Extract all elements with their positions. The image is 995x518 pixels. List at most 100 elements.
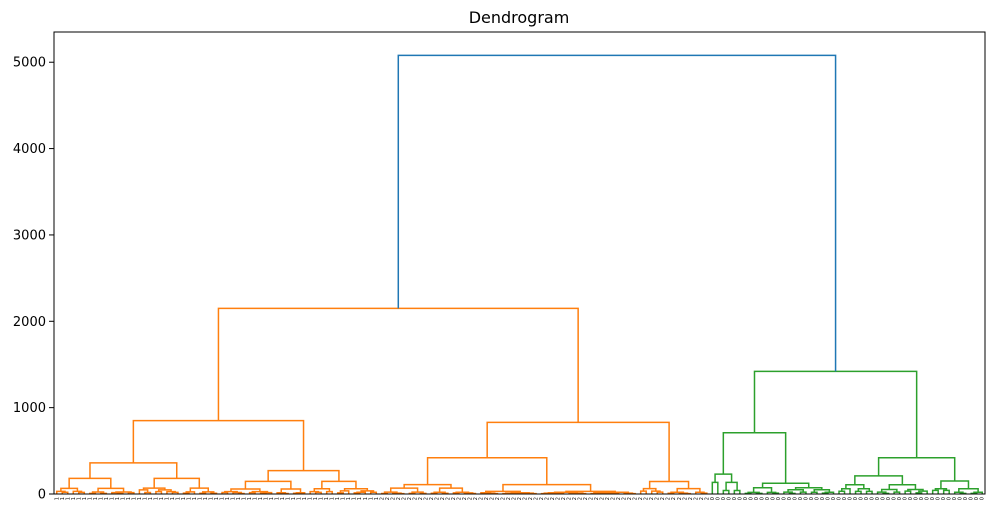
leaf-label: 1: [308, 497, 314, 500]
dendrogram-link-35: [262, 491, 273, 494]
leaf-label: 2: [671, 497, 677, 500]
leaf-label: 2: [478, 497, 484, 500]
leaf-label: 0: [754, 497, 760, 500]
leaf-label: 0: [969, 497, 975, 500]
leaf-label: 1: [214, 497, 220, 500]
leaf-label: 1: [220, 497, 226, 500]
dendrogram-link-10: [127, 491, 135, 494]
leaf-label: 2: [677, 497, 683, 500]
y-tick-label: 0: [38, 488, 46, 503]
leaf-label: 1: [346, 497, 352, 500]
leaf-label: 1: [264, 497, 270, 500]
leaf-label: 2: [440, 497, 446, 500]
leaf-label: 2: [627, 497, 633, 500]
leaf-label: 2: [545, 497, 551, 500]
leaf-label: 1: [242, 497, 248, 500]
dendrogram-link-130: [783, 491, 793, 494]
leaf-label: 0: [925, 497, 931, 500]
dendrogram-link-164: [940, 480, 970, 489]
dendrogram-link-132: [787, 489, 804, 493]
leaf-label: 0: [721, 497, 727, 500]
leaf-label: 2: [660, 497, 666, 500]
leaf-label: 2: [467, 497, 473, 500]
leaf-label: 1: [286, 497, 292, 500]
y-tick-label: 2000: [13, 315, 46, 330]
dendrogram-link-55: [321, 480, 357, 489]
leaf-label: 2: [489, 497, 495, 500]
leaf-label: 2: [418, 497, 424, 500]
dendrogram-link-15: [138, 489, 149, 494]
leaf-label: 0: [726, 497, 732, 500]
leaf-label: 2: [385, 497, 391, 500]
dendrogram-link-114: [676, 487, 701, 493]
leaf-label: 1: [225, 497, 231, 500]
leaf-label: 0: [947, 497, 953, 500]
leaf-label: 1: [76, 497, 82, 500]
leaf-label: 2: [567, 497, 573, 500]
leaf-label: 0: [903, 497, 909, 500]
leaf-label: 1: [186, 497, 192, 500]
leaf-label: 2: [523, 497, 529, 500]
leaf-label: 0: [859, 497, 865, 500]
leaf-label: 0: [715, 497, 721, 500]
dendrogram-links: [56, 54, 983, 495]
dendrogram-link-107: [642, 487, 657, 492]
dendrogram-link-137: [794, 487, 823, 490]
leaf-label: 2: [688, 497, 694, 500]
dendrogram-link-84: [485, 490, 521, 493]
dendrogram-link-138: [761, 482, 810, 488]
leaf-label: 2: [517, 497, 523, 500]
leaf-label: 0: [958, 497, 964, 500]
dendrogram-link-56: [267, 469, 340, 482]
leaf-label: 2: [539, 497, 545, 500]
leaf-label: 1: [65, 497, 71, 500]
leaf-label: 2: [578, 497, 584, 500]
leaf-label: 2: [434, 497, 440, 500]
leaf-label: 1: [368, 497, 374, 500]
leaf-label: 0: [776, 497, 782, 500]
leaf-label: 1: [258, 497, 264, 500]
leaf-label: 1: [126, 497, 132, 500]
dendrogram-link-61: [383, 491, 398, 494]
leaf-label: 1: [313, 497, 319, 500]
leaf-label: 2: [423, 497, 429, 500]
leaf-label: 2: [379, 497, 385, 500]
y-axis: 0 1000 2000 3000 4000 5000: [13, 56, 54, 503]
y-tick-label: 1000: [13, 401, 46, 416]
dendrogram-link-119: [722, 489, 730, 494]
leaf-label: 2: [633, 497, 639, 500]
leaf-label: 0: [748, 497, 754, 500]
leaf-label: 2: [605, 497, 611, 500]
leaf-label: 0: [765, 497, 771, 500]
dendrogram-link-117: [217, 307, 579, 423]
leaf-label: 0: [936, 497, 942, 500]
leaf-label: 2: [500, 497, 506, 500]
dendrogram-link-19: [157, 489, 172, 492]
dendrogram-link-122: [714, 473, 733, 483]
leaf-label: 2: [600, 497, 606, 500]
leaf-label: 0: [974, 497, 980, 500]
leaf-label: 0: [837, 497, 843, 500]
dendrogram-link-167: [397, 54, 837, 372]
leaf-label: 0: [842, 497, 848, 500]
dendrogram-link-32: [224, 490, 238, 493]
leaf-label: 2: [506, 497, 512, 500]
leaf-label: 2: [473, 497, 479, 500]
leaf-label: 2: [401, 497, 407, 500]
dendrogram-link-121: [725, 481, 738, 491]
dendrogram-link-27: [153, 477, 201, 489]
y-tick-label: 4000: [13, 142, 46, 157]
leaf-label: 1: [341, 497, 347, 500]
leaf-label: 2: [484, 497, 490, 500]
leaf-label: 0: [710, 497, 716, 500]
leaf-label: 1: [352, 497, 358, 500]
dendrogram-link-102: [502, 483, 592, 492]
leaf-label: 2: [572, 497, 578, 500]
dendrogram-link-7: [91, 491, 105, 494]
leaf-label: 2: [451, 497, 457, 500]
leaf-label: 2: [616, 497, 622, 500]
leaf-label: 2: [622, 497, 628, 500]
dendrogram-link-2: [78, 491, 86, 494]
